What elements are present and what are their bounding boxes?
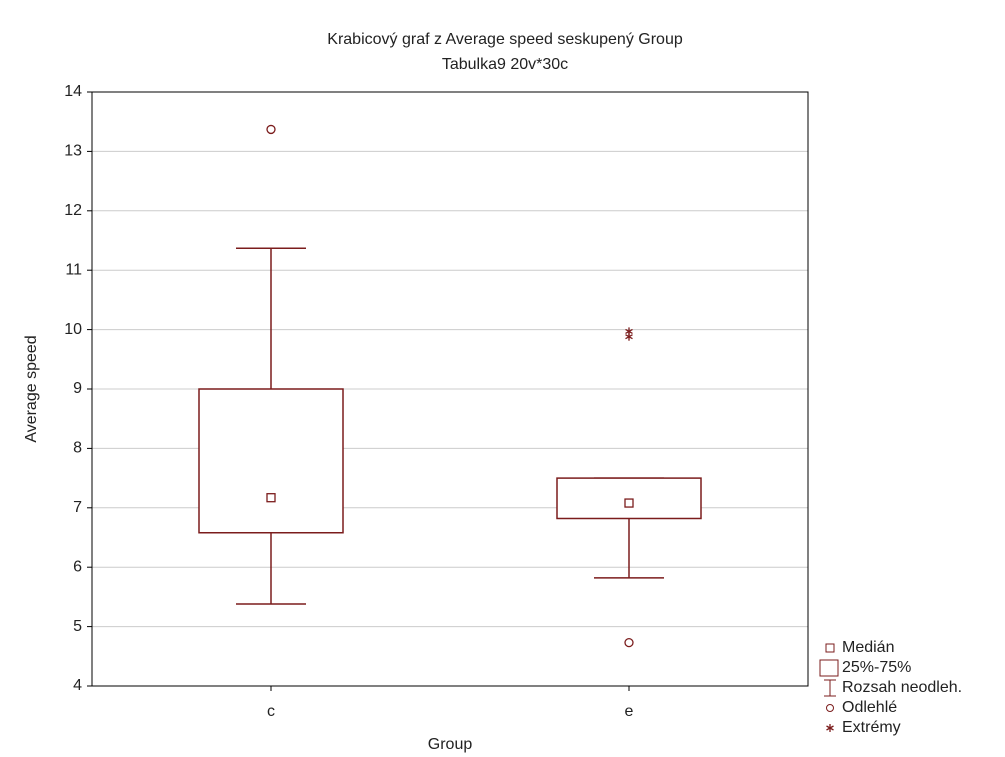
y-tick-label: 14 xyxy=(64,83,82,100)
y-tick-label: 6 xyxy=(73,558,82,575)
box xyxy=(198,388,344,534)
y-tick-label: 5 xyxy=(73,618,82,635)
star-stroke xyxy=(625,334,633,340)
outlier xyxy=(266,124,276,135)
legend-label: Extrémy xyxy=(842,719,901,736)
y-tick-label: 8 xyxy=(73,440,82,457)
chart-title: Krabicový graf z Average speed seskupený… xyxy=(327,31,683,48)
y-tick-label: 10 xyxy=(64,321,82,338)
star-stroke xyxy=(826,725,834,731)
extreme xyxy=(625,332,633,341)
legend-symbol xyxy=(826,724,834,732)
plot-frame xyxy=(91,91,809,687)
legend-symbol xyxy=(825,643,835,653)
x-axis-label: Group xyxy=(428,736,473,753)
y-tick-label: 4 xyxy=(73,677,82,694)
legend-symbol xyxy=(826,704,834,712)
legend-label: Medián xyxy=(842,639,894,656)
y-tick-label: 11 xyxy=(65,261,82,278)
y-tick-label: 9 xyxy=(73,380,82,397)
outlier xyxy=(624,637,634,648)
chart-subtitle: Tabulka9 20v*30c xyxy=(442,56,568,73)
legend-label: Rozsah neodleh. xyxy=(842,679,962,696)
box xyxy=(556,477,702,520)
y-tick-label: 13 xyxy=(64,143,82,160)
x-tick-label: e xyxy=(625,703,634,720)
legend-symbol xyxy=(819,659,839,677)
y-tick-label: 12 xyxy=(64,202,82,219)
legend-label: 25%-75% xyxy=(842,659,911,676)
star-stroke xyxy=(625,328,633,334)
y-tick-label: 7 xyxy=(73,499,82,516)
y-axis-label: Average speed xyxy=(23,335,40,442)
legend-label: Odlehlé xyxy=(842,699,897,716)
x-tick-label: c xyxy=(267,703,275,720)
median xyxy=(624,498,634,508)
median xyxy=(266,493,276,503)
